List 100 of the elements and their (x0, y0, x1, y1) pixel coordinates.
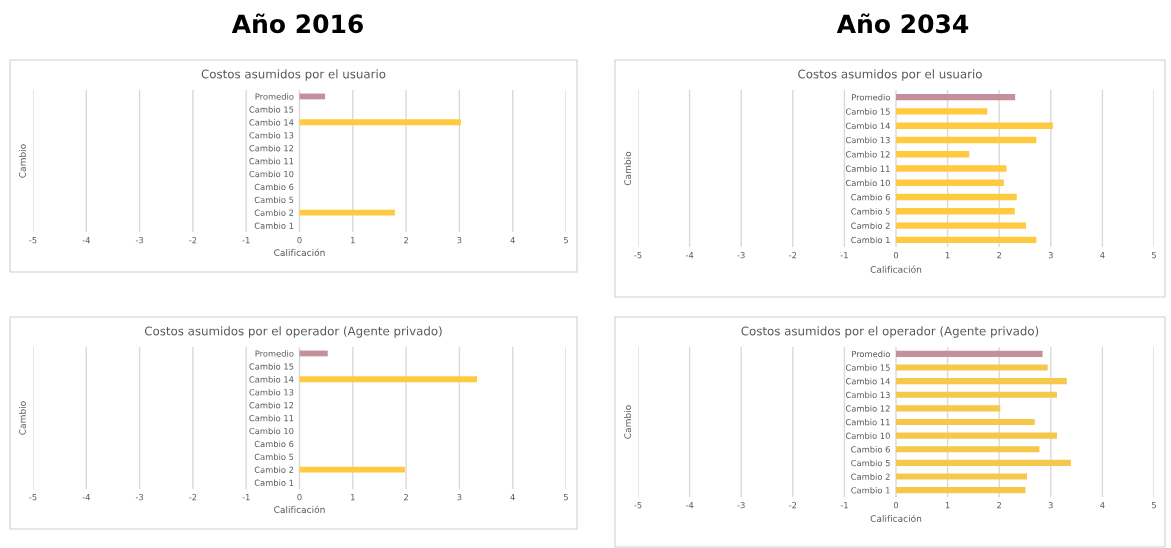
x-tick-label: 3 (457, 494, 462, 501)
chart-title: Costos asumidos por el operador (Agente privado) (741, 326, 1039, 338)
x-tick-label: -1 (840, 502, 848, 509)
y-tick-label: Cambio 1 (254, 479, 294, 486)
x-tick-label: 0 (297, 494, 302, 501)
x-axis-title: Calificación (870, 265, 922, 273)
x-tick-label: -1 (840, 252, 848, 259)
y-tick-label: Cambio 10 (845, 179, 890, 187)
x-tick-label: -4 (685, 252, 694, 259)
x-axis-title: Calificación (870, 514, 922, 522)
y-tick-label: Cambio 12 (845, 151, 890, 158)
x-tick-label: -4 (82, 494, 90, 501)
x-tick-label: -5 (29, 494, 37, 501)
y-tick-label: Cambio 1 (851, 487, 890, 494)
y-tick-label: Cambio 1 (254, 222, 294, 229)
x-tick-label: 2 (997, 502, 1002, 509)
x-tick-label: -2 (789, 502, 797, 509)
y-tick-label: Cambio 5 (851, 208, 890, 215)
x-tick-label: 5 (1151, 502, 1156, 509)
x-tick-label: -1 (242, 494, 250, 501)
y-tick-label: Cambio 12 (249, 144, 294, 152)
x-tick-label: 0 (893, 252, 899, 259)
x-tick-label: -5 (634, 502, 642, 509)
x-tick-label: 2 (404, 494, 408, 501)
y-tick-label: Cambio 2 (254, 209, 294, 216)
x-tick-label: 3 (1048, 502, 1053, 509)
bar (896, 151, 970, 158)
y-tick-label: Cambio 14 (845, 377, 890, 385)
x-tick-label: -4 (685, 502, 694, 509)
y-tick-label: Cambio 14 (249, 119, 294, 126)
bar (299, 466, 406, 473)
bar (299, 119, 461, 126)
bar (896, 208, 1015, 215)
bar (896, 446, 1040, 453)
x-tick-label: 4 (510, 237, 515, 244)
text: Año 2016 (231, 13, 363, 34)
bar (896, 432, 1057, 439)
y-tick-label: Cambio 6 (254, 440, 294, 448)
x-tick-label: 1 (351, 237, 355, 244)
y-tick-label: Cambio 12 (249, 401, 294, 409)
x-tick-label: 0 (893, 502, 899, 509)
x-tick-label: 5 (563, 237, 568, 244)
x-tick-label: 1 (945, 502, 950, 509)
y-tick-label: Cambio 6 (851, 446, 890, 453)
y-tick-label: Cambio 13 (845, 391, 890, 399)
y-tick-label: Cambio 10 (845, 432, 890, 439)
bar (896, 193, 1017, 201)
y-tick-label: Promedio (852, 93, 890, 101)
x-tick-label: -2 (789, 252, 797, 259)
x-tick-label: 5 (563, 494, 568, 501)
chart-title: Costos asumidos por el usuario (798, 69, 982, 81)
y-tick-label: Cambio 2 (851, 222, 890, 229)
bar (896, 136, 1037, 144)
x-tick-label: 1 (351, 494, 355, 501)
x-tick-label: 4 (1100, 252, 1105, 259)
y-tick-label: Cambio 15 (845, 108, 890, 115)
y-tick-label: Cambio 13 (249, 132, 294, 139)
bar (896, 378, 1067, 385)
y-axis-title: Cambio (18, 144, 26, 178)
x-tick-label: 3 (1048, 252, 1053, 259)
y-tick-label: Cambio 11 (249, 157, 294, 165)
bar (896, 165, 1007, 172)
x-tick-label: -1 (242, 237, 250, 244)
bar (896, 350, 1043, 357)
y-tick-label: Cambio 11 (845, 418, 890, 426)
x-tick-label: 5 (1151, 252, 1156, 259)
y-tick-label: Cambio 13 (845, 136, 890, 144)
y-tick-label: Cambio 5 (254, 453, 294, 461)
bar (896, 222, 1027, 229)
chart-title: Costos asumidos por el operador (Agente privado) (144, 326, 442, 338)
text: Año 2034 (836, 13, 969, 34)
y-axis-title: Cambio (18, 401, 26, 435)
x-tick-label: 0 (297, 237, 302, 244)
y-tick-label: Promedio (852, 350, 890, 358)
y-tick-label: Cambio 15 (249, 106, 294, 113)
x-tick-label: -3 (135, 494, 144, 501)
x-tick-label: 4 (510, 494, 515, 501)
x-tick-label: 1 (945, 252, 950, 259)
y-tick-label: Cambio 15 (249, 363, 294, 370)
y-tick-label: Cambio 15 (845, 364, 890, 371)
y-tick-label: Cambio 13 (249, 389, 294, 396)
x-axis-title: Calificación (274, 248, 325, 257)
y-tick-label: Promedio (255, 93, 294, 100)
y-tick-label: Cambio 1 (851, 236, 890, 244)
y-tick-label: Promedio (255, 350, 294, 357)
y-tick-label: Cambio 10 (249, 427, 294, 435)
y-axis-title: Cambio (624, 405, 632, 439)
bar (896, 391, 1057, 398)
bar (896, 459, 1071, 466)
y-tick-label: Cambio 6 (254, 183, 294, 191)
y-tick-label: Cambio 2 (254, 466, 294, 473)
bar (896, 418, 1035, 426)
y-tick-label: Cambio 11 (249, 414, 294, 422)
bar (896, 179, 1004, 186)
bar (896, 473, 1028, 480)
y-tick-label: Cambio 2 (851, 473, 890, 480)
bar (896, 122, 1053, 129)
bar (896, 487, 1026, 494)
y-axis-title: Cambio (624, 151, 632, 186)
x-tick-label: 2 (404, 237, 408, 244)
